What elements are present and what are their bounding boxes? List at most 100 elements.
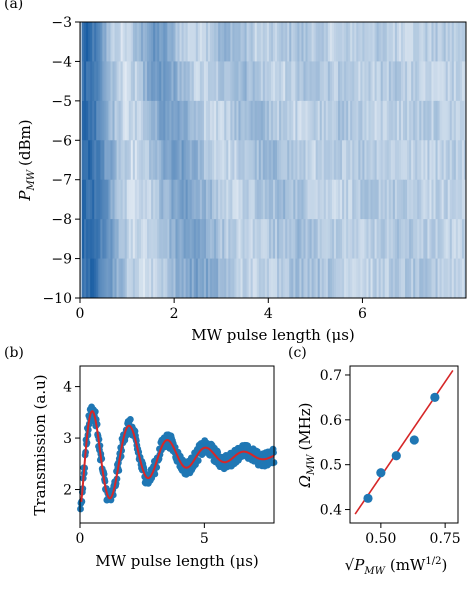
heatmap-cell — [455, 100, 459, 141]
heatmap-cell — [340, 258, 343, 299]
heatmap-cell — [299, 258, 302, 299]
heatmap-cell — [193, 22, 197, 62]
heatmap-cell — [86, 61, 89, 102]
panel-a-ytick-label: −6 — [51, 133, 72, 149]
heatmap-cell — [384, 179, 388, 220]
heatmap-cell — [207, 140, 211, 181]
heatmap-cell — [457, 61, 461, 102]
heatmap-cell — [445, 100, 449, 141]
heatmap-cell — [415, 61, 418, 102]
panel-c-ytick-label: 0.4 — [320, 503, 342, 519]
heatmap-cell — [277, 179, 280, 220]
heatmap-cell — [407, 179, 410, 220]
heatmap-cell — [390, 140, 394, 181]
heatmap-cell — [230, 140, 233, 181]
heatmap-cell — [358, 258, 361, 299]
heatmap-cell — [449, 140, 453, 181]
heatmap-cell — [419, 100, 422, 141]
heatmap-cell — [234, 61, 237, 102]
heatmap-cell — [106, 140, 109, 181]
heatmap-cell — [212, 140, 215, 181]
heatmap-cell — [305, 61, 308, 102]
heatmap-cell — [376, 22, 380, 62]
heatmap-cell — [193, 219, 197, 259]
heatmap-cell — [299, 219, 302, 259]
heatmap-cell — [145, 61, 148, 102]
heatmap-cell — [230, 179, 233, 220]
heatmap-cell — [453, 219, 457, 259]
heatmap-cell — [165, 258, 168, 299]
heatmap-cell — [153, 22, 156, 62]
heatmap-cell — [301, 61, 304, 102]
heatmap-cell — [210, 61, 213, 102]
heatmap-cell — [210, 219, 213, 259]
heatmap-cell — [116, 61, 119, 102]
heatmap-cell — [189, 100, 193, 141]
heatmap-cell — [394, 22, 398, 62]
heatmap-cell — [301, 179, 304, 220]
heatmap-cell — [317, 100, 321, 141]
heatmap-cell — [130, 258, 134, 299]
heatmap-cell — [340, 179, 343, 220]
rabi-point — [430, 392, 440, 402]
heatmap-cell — [181, 22, 185, 62]
heatmap-cell — [398, 140, 402, 181]
heatmap-cell — [441, 61, 445, 102]
heatmap-cell — [157, 61, 160, 102]
heatmap-cell — [262, 219, 266, 259]
heatmap-cell — [392, 179, 396, 220]
heatmap-cell — [366, 61, 369, 102]
heatmap-cell — [134, 22, 138, 62]
panel-a-ytick-label: −3 — [51, 15, 72, 31]
heatmap-cell — [287, 179, 290, 220]
heatmap-cell — [431, 258, 434, 299]
panel-c-ticks: 0.50 0.75 0.4 0.5 0.6 0.7 — [320, 368, 461, 547]
heatmap-cell — [244, 140, 247, 181]
heatmap-cell — [248, 61, 252, 102]
heatmap-cell — [303, 258, 306, 299]
heatmap-cell — [163, 61, 166, 102]
heatmap-cell — [171, 258, 174, 299]
heatmap-cell — [268, 100, 272, 141]
heatmap-cell — [311, 61, 315, 102]
heatmap-cell — [153, 179, 156, 220]
heatmap-cell — [348, 140, 351, 181]
heatmap-cell — [437, 219, 440, 259]
heatmap-cell — [325, 61, 329, 102]
heatmap-cell — [238, 22, 241, 62]
heatmap-cell — [396, 140, 400, 181]
heatmap-cell — [451, 100, 455, 141]
heatmap-cell — [362, 258, 365, 299]
heatmap-cell — [435, 179, 438, 220]
heatmap-cell — [329, 140, 333, 181]
heatmap-cell — [102, 258, 105, 299]
heatmap-cell — [275, 140, 278, 181]
heatmap-cell — [155, 22, 158, 62]
heatmap-cell — [134, 179, 138, 220]
heatmap-cell — [317, 140, 321, 181]
heatmap-cell — [317, 61, 321, 102]
heatmap-cell — [167, 219, 170, 259]
heatmap-cell — [400, 140, 404, 181]
heatmap-cell — [374, 61, 378, 102]
heatmap-cell — [268, 22, 272, 62]
heatmap-cell — [159, 140, 162, 181]
heatmap-cell — [279, 258, 282, 299]
heatmap-cell — [173, 179, 176, 220]
heatmap-cell — [285, 100, 288, 141]
heatmap-cell — [147, 219, 150, 259]
heatmap-cell — [149, 100, 152, 141]
heatmap-cell — [84, 22, 87, 62]
heatmap-cell — [179, 100, 182, 141]
heatmap-cell — [301, 140, 304, 181]
heatmap-cell — [167, 140, 170, 181]
heatmap-cell — [455, 22, 459, 62]
heatmap-cell — [388, 179, 392, 220]
heatmap-cell — [232, 179, 235, 220]
heatmap-cell — [451, 258, 455, 299]
heatmap-cell — [100, 22, 103, 62]
heatmap-cell — [183, 219, 187, 259]
heatmap-cell — [439, 61, 443, 102]
heatmap-cell — [331, 140, 335, 181]
heatmap-cell — [362, 100, 365, 141]
